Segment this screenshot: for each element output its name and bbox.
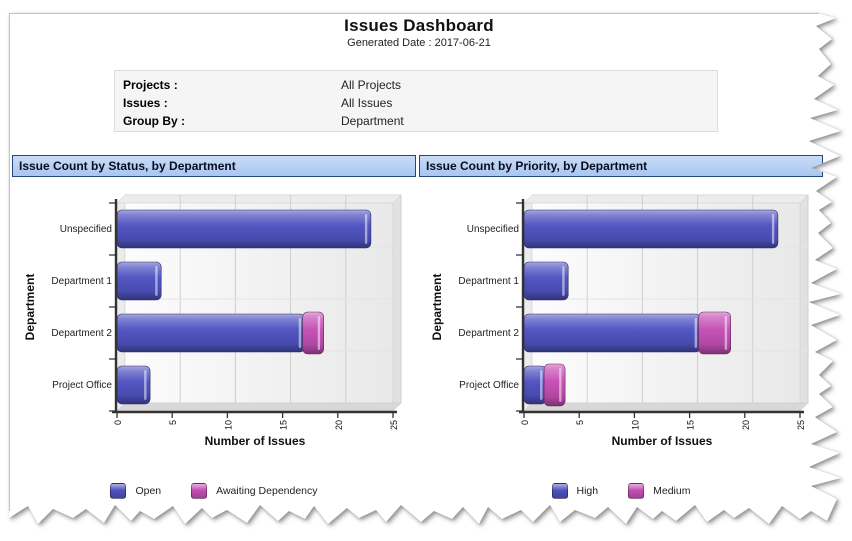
x-axis-title: Number of Issues	[612, 434, 713, 448]
bar-segment	[523, 365, 547, 405]
y-axis-title: Department	[23, 274, 37, 341]
bar-segment	[523, 261, 569, 301]
category-label: Project Office	[52, 380, 112, 391]
legend-label: Open	[135, 485, 162, 497]
info-row-projects: Projects : All Projects	[115, 76, 717, 94]
priority-legend: High Medium	[419, 483, 823, 499]
x-tick-label: 20	[741, 420, 751, 430]
category-label: Unspecified	[467, 224, 519, 235]
bar-segment	[116, 313, 305, 353]
info-value: Department	[341, 114, 404, 128]
info-label: Group By :	[123, 114, 185, 128]
category-label: Department 2	[458, 328, 519, 339]
bar-segment	[543, 363, 566, 407]
chart-header-priority: Issue Count by Priority, by Department	[419, 155, 823, 177]
legend-item: High	[551, 483, 599, 499]
category-label: Department 1	[51, 276, 112, 287]
x-tick-label: 25	[796, 420, 806, 430]
info-label: Issues :	[123, 96, 168, 110]
paper-left-border	[9, 13, 10, 511]
legend-swatch	[551, 483, 568, 499]
x-tick-label: 5	[168, 420, 178, 425]
bar-segment	[698, 311, 732, 355]
legend-swatch	[191, 483, 208, 499]
category-label: Department 1	[458, 276, 519, 287]
category-label: Department 2	[51, 328, 112, 339]
x-tick-label: 0	[113, 420, 123, 425]
info-label: Projects :	[123, 78, 178, 92]
status-chart: 0 5 10 15 20 25 Unspecified Department 1 Departm…	[12, 183, 416, 483]
info-value: All Projects	[341, 78, 402, 92]
x-tick-label: 0	[520, 420, 530, 425]
status-legend: Open Awaiting Dependency	[12, 483, 416, 499]
bar-segment	[116, 209, 372, 249]
legend-swatch	[628, 483, 645, 499]
x-tick-label: 10	[630, 420, 640, 430]
bar-chart-svg: 0 5 10 15 20 25 Unspecified Department 1 Departm…	[23, 194, 402, 448]
bar-segment	[116, 261, 162, 301]
x-tick-label: 15	[686, 420, 696, 430]
category-label: Unspecified	[60, 224, 112, 235]
x-tick-label: 15	[279, 420, 289, 430]
info-row-issues: Issues : All Issues	[115, 94, 717, 112]
x-axis-title: Number of Issues	[205, 434, 306, 448]
x-tick-label: 5	[575, 420, 585, 425]
legend-item: Medium	[628, 483, 690, 499]
report-header: Issues Dashboard Generated Date : 2017-0…	[9, 16, 829, 49]
report-paper: Issues Dashboard Generated Date : 2017-0…	[9, 13, 841, 524]
bar-chart-svg: 0 5 10 15 20 25 Unspecified Department 1 Departm…	[430, 194, 809, 448]
legend-swatch	[110, 483, 127, 499]
legend-item: Awaiting Dependency	[191, 483, 318, 499]
chart-header-status: Issue Count by Status, by Department	[12, 155, 416, 177]
y-axis-title: Department	[430, 274, 444, 341]
legend-label: Awaiting Dependency	[216, 485, 318, 497]
info-row-groupby: Group By : Department	[115, 112, 717, 130]
generated-date: Generated Date : 2017-06-21	[347, 37, 491, 49]
x-tick-label: 25	[389, 420, 399, 430]
x-tick-label: 20	[334, 420, 344, 430]
legend-label: High	[576, 485, 599, 497]
page-title: Issues Dashboard	[344, 16, 494, 35]
paper-top-border	[9, 13, 819, 14]
x-tick-label: 10	[223, 420, 233, 430]
info-value: All Issues	[341, 96, 393, 110]
legend-item: Open	[110, 483, 161, 499]
legend-label: Medium	[653, 485, 691, 497]
info-panel: Projects : All Projects Issues : All Iss…	[114, 70, 718, 132]
bar-segment	[523, 209, 779, 249]
category-label: Project Office	[459, 380, 519, 391]
report-paper-shadow: Issues Dashboard Generated Date : 2017-0…	[9, 13, 852, 537]
priority-chart: 0 5 10 15 20 25 Unspecified Department 1 Departm…	[419, 183, 823, 483]
bar-segment	[523, 313, 701, 353]
bar-segment	[302, 311, 325, 355]
